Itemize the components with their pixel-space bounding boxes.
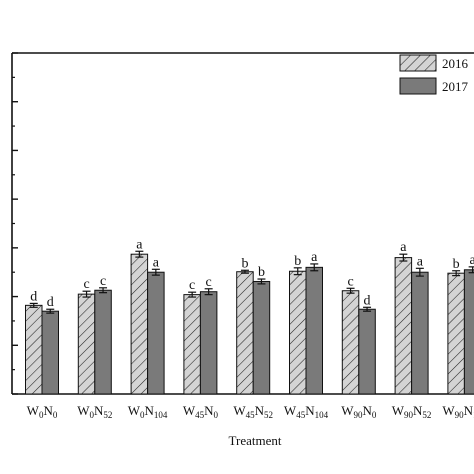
significance-letter: b bbox=[241, 256, 248, 271]
x-axis-tick-labels: W0N0 W0N52 W0N104 W45N0 W45N52 W45N104 W90N0 W9… bbox=[27, 403, 474, 420]
legend-label: 2016 bbox=[442, 56, 469, 71]
significance-letter: a bbox=[417, 254, 424, 269]
bar bbox=[130, 253, 149, 395]
significance-letter: c bbox=[189, 278, 195, 293]
significance-letter: a bbox=[136, 237, 143, 252]
significance-letter: c bbox=[347, 274, 353, 289]
bar bbox=[77, 293, 96, 395]
y-axis-ticks bbox=[12, 52, 18, 395]
significance-letter: b bbox=[453, 257, 460, 272]
significance-letter: a bbox=[311, 250, 318, 265]
significance-letter: a bbox=[153, 255, 160, 270]
x-tick-label: W0N52 bbox=[77, 403, 112, 420]
bar bbox=[341, 290, 360, 395]
bar bbox=[411, 271, 429, 395]
x-tick-label: W45N0 bbox=[183, 403, 219, 420]
significance-letter: c bbox=[100, 274, 106, 289]
legend-label: 2017 bbox=[442, 79, 469, 94]
bar bbox=[41, 310, 59, 395]
bar bbox=[447, 272, 465, 395]
bar bbox=[252, 280, 271, 395]
bar bbox=[305, 266, 323, 395]
bar bbox=[289, 270, 307, 395]
significance-letter: d bbox=[364, 293, 371, 308]
x-tick-label: W45N104 bbox=[284, 403, 329, 420]
significance-letter: b bbox=[258, 265, 265, 280]
significance-letter: c bbox=[206, 275, 212, 290]
bar bbox=[358, 308, 376, 395]
legend: 2016 2017 bbox=[399, 54, 469, 95]
bar bbox=[147, 271, 165, 395]
x-tick-label: W90N104 bbox=[442, 403, 474, 420]
x-tick-label: W0N0 bbox=[27, 403, 58, 420]
significance-letter: c bbox=[83, 277, 89, 292]
significance-letter: d bbox=[30, 289, 37, 304]
bar bbox=[25, 304, 43, 395]
significance-letter: a bbox=[470, 253, 474, 268]
x-tick-label: W0N104 bbox=[128, 403, 168, 420]
bar bbox=[183, 294, 201, 395]
bar bbox=[463, 269, 474, 395]
x-tick-label: W90N52 bbox=[392, 403, 432, 420]
bar bbox=[94, 289, 112, 395]
bar bbox=[394, 257, 413, 395]
x-tick-label: W45N52 bbox=[233, 403, 273, 420]
x-axis-title: Treatment bbox=[229, 433, 282, 448]
legend-swatch bbox=[399, 77, 437, 95]
legend-swatch bbox=[399, 54, 437, 72]
significance-letter: a bbox=[400, 240, 407, 255]
significance-letter: b bbox=[294, 254, 301, 269]
x-tick-label: W90N0 bbox=[341, 403, 377, 420]
significance-letter: d bbox=[47, 295, 54, 310]
bar bbox=[199, 291, 218, 395]
bar bbox=[236, 271, 254, 395]
